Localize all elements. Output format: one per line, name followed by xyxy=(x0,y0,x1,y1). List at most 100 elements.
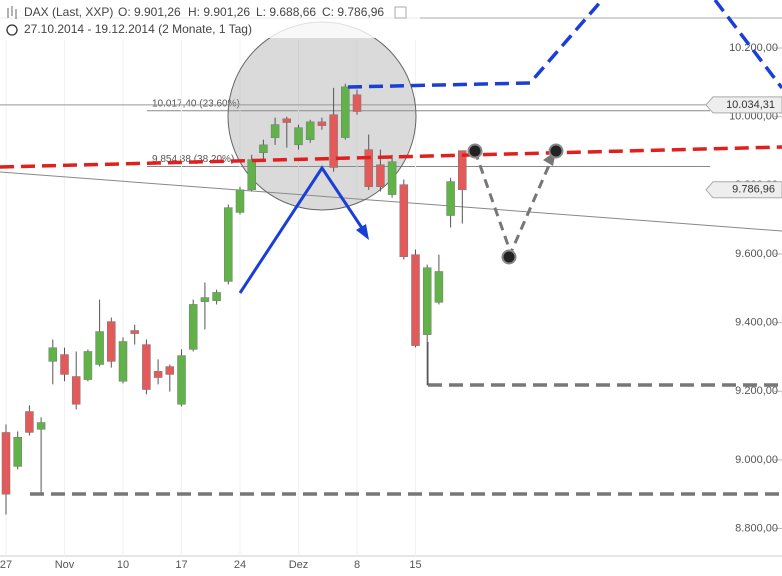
candle-body xyxy=(294,127,303,146)
candle xyxy=(118,337,128,384)
price-label-box xyxy=(705,96,782,114)
x-tick-label: 15 xyxy=(409,559,421,571)
candle xyxy=(95,299,104,367)
instrument-icon xyxy=(7,6,17,19)
candle xyxy=(188,299,198,352)
candle-body xyxy=(107,321,116,362)
candle-body xyxy=(153,371,163,378)
dashed-projection xyxy=(347,0,604,89)
y-tick-label: 9.200,00 xyxy=(735,385,778,397)
candle xyxy=(235,186,245,215)
y-tick-label: 10.200,00 xyxy=(729,42,778,54)
candle xyxy=(364,134,373,190)
candle-body xyxy=(235,189,245,213)
candle-body xyxy=(36,422,46,430)
waypoint xyxy=(467,143,483,159)
candle xyxy=(305,119,315,143)
candle-body xyxy=(212,292,221,301)
candle-body xyxy=(411,254,420,346)
arrow-head xyxy=(356,224,369,240)
x-tick-label: Nov xyxy=(55,559,75,571)
candle-body xyxy=(341,86,350,138)
candle xyxy=(399,179,409,260)
candle xyxy=(60,347,69,382)
candle xyxy=(422,264,432,386)
candle-body xyxy=(282,118,292,123)
candle-body xyxy=(95,331,104,365)
candle xyxy=(83,349,93,382)
layer: 10.034,31 9.786,96 xyxy=(705,96,782,199)
candle-body xyxy=(130,330,139,334)
candles xyxy=(1,83,467,515)
candle-body xyxy=(71,376,81,405)
candle xyxy=(107,317,116,368)
waypoint xyxy=(501,249,517,265)
candle xyxy=(329,87,338,172)
dashed-path xyxy=(473,150,511,249)
x-tick-label: Dez xyxy=(289,559,309,571)
candle-body xyxy=(259,144,268,153)
y-tick-label: 8.800,00 xyxy=(735,522,778,534)
candle xyxy=(25,405,34,436)
clock-icon xyxy=(6,24,18,36)
candle xyxy=(71,351,81,410)
candle-body xyxy=(317,121,327,126)
candle xyxy=(212,289,221,305)
candle-body xyxy=(247,159,256,191)
candle-body xyxy=(48,347,58,362)
candle-body xyxy=(422,267,432,335)
waypoint xyxy=(548,143,564,159)
header-background xyxy=(0,0,420,38)
candle-body xyxy=(376,164,385,187)
candle-body xyxy=(177,355,186,405)
candle xyxy=(282,116,292,148)
candle-body xyxy=(399,184,409,257)
candle xyxy=(36,417,46,495)
candle xyxy=(352,89,362,115)
dashed-projection xyxy=(713,0,782,90)
x-tick-label: 8 xyxy=(354,559,360,571)
candle xyxy=(200,282,210,330)
candle xyxy=(165,364,175,392)
instrument-title: DAX (Last, XXP) xyxy=(24,5,113,19)
arrow-path xyxy=(238,165,364,294)
candle xyxy=(317,117,327,130)
candle xyxy=(294,124,303,150)
candle xyxy=(458,150,467,224)
candle xyxy=(130,324,139,345)
candle-body xyxy=(270,124,280,138)
dashed-path xyxy=(507,162,552,258)
price-label: 9.786,96 xyxy=(732,184,775,196)
x-tick-label: 27 xyxy=(0,559,12,571)
candle-body xyxy=(60,354,69,375)
candle xyxy=(446,177,455,228)
y-tick-label: 10.000,00 xyxy=(729,111,778,123)
candle xyxy=(270,117,280,145)
candle-body xyxy=(188,304,198,350)
candle xyxy=(142,339,151,395)
dashed-trend xyxy=(0,145,782,169)
settings-box[interactable] xyxy=(394,6,407,19)
candle xyxy=(247,154,256,192)
candle xyxy=(259,139,268,160)
candle xyxy=(434,254,444,305)
candle-body xyxy=(224,207,233,282)
price-label: 10.034,31 xyxy=(726,99,775,111)
candle-body xyxy=(458,150,467,191)
candle xyxy=(177,349,186,407)
candle xyxy=(411,249,420,348)
candle-body xyxy=(305,121,315,140)
fib-label: 10.017,40 (23.60%) xyxy=(152,98,240,109)
x-tick-label: 24 xyxy=(234,559,246,571)
candle-body xyxy=(200,297,210,302)
candle-body xyxy=(83,351,93,380)
y-tick-label: 9.400,00 xyxy=(735,317,778,329)
candle xyxy=(224,204,233,285)
candle-body xyxy=(352,94,362,112)
ohlc-label: H: 9.901,26 xyxy=(188,5,250,19)
candle xyxy=(341,83,350,140)
trend-line xyxy=(0,171,782,232)
